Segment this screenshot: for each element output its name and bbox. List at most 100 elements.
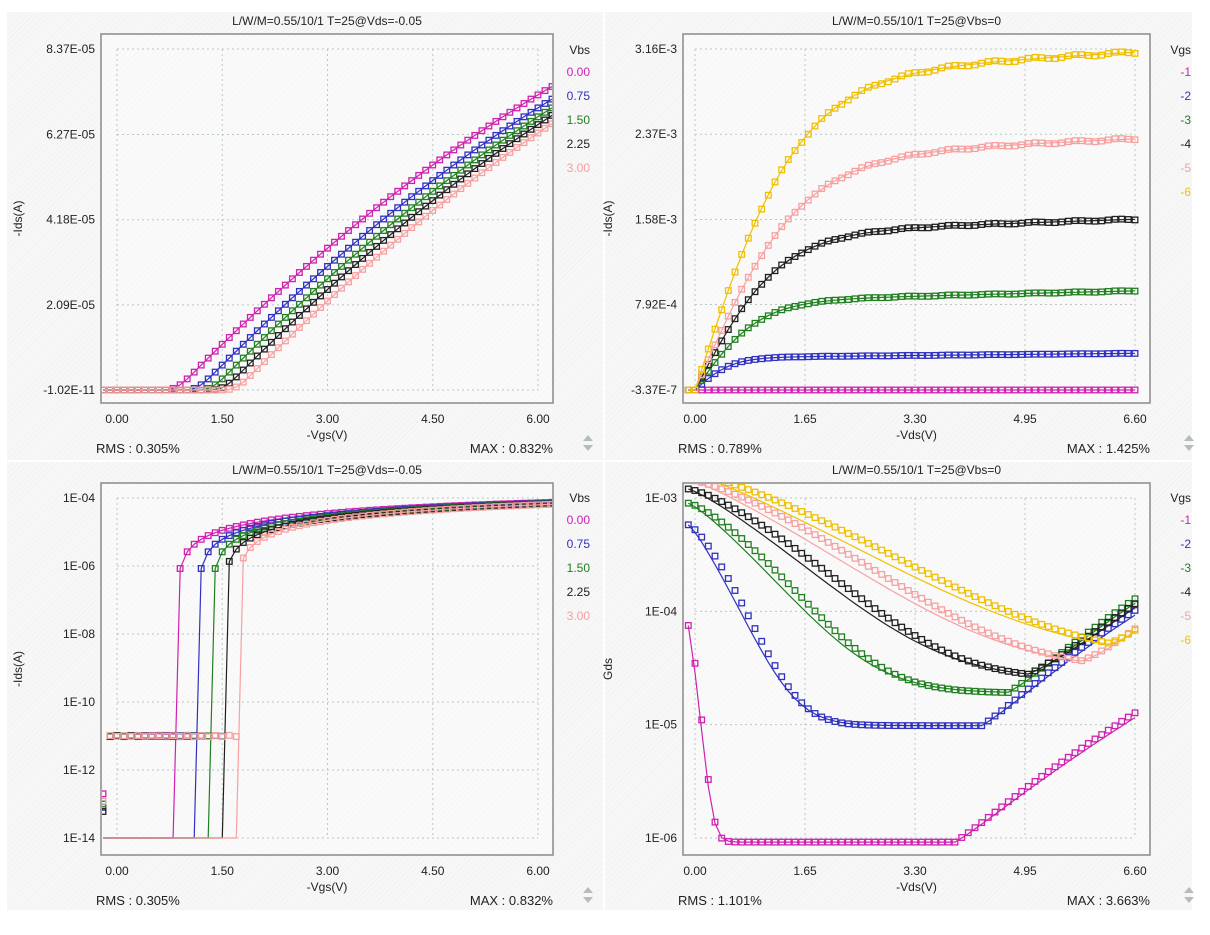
data-point (541, 124, 549, 132)
data-point (520, 501, 528, 509)
data-point (267, 526, 275, 534)
data-point (764, 241, 772, 249)
data-point (764, 650, 772, 658)
data-point (871, 659, 879, 667)
x-tick-label: 0.00 (105, 864, 129, 878)
data-point (844, 233, 852, 241)
data-point (778, 223, 786, 231)
data-point (984, 290, 992, 298)
data-point (211, 529, 219, 537)
data-point (387, 241, 395, 249)
data-point (704, 386, 712, 394)
data-point (918, 722, 926, 730)
data-point (331, 515, 338, 523)
data-point (804, 246, 812, 254)
x-axis-label: -Vgs(V) (307, 428, 348, 442)
data-point (541, 116, 549, 124)
data-point (345, 278, 352, 286)
data-point (457, 141, 465, 149)
data-point (951, 686, 959, 694)
data-point (898, 583, 906, 590)
data-point (338, 232, 345, 240)
scroll-up-arrow-icon[interactable] (1184, 887, 1194, 893)
data-point (1111, 609, 1119, 617)
data-point (944, 649, 952, 657)
data-point (724, 326, 732, 333)
data-point (924, 682, 932, 689)
data-point (1058, 758, 1066, 766)
data-point (1131, 595, 1139, 603)
data-point (1091, 288, 1099, 296)
scroll-up-arrow-icon[interactable] (583, 435, 593, 441)
data-point (520, 113, 528, 121)
data-point (331, 269, 338, 276)
data-point (864, 83, 872, 91)
data-point (1104, 350, 1112, 358)
data-point (1044, 219, 1052, 226)
data-point (851, 533, 859, 541)
data-point (148, 386, 156, 394)
y-tick-label: 1E-03 (645, 491, 677, 505)
data-point (239, 320, 247, 328)
data-point (1004, 701, 1012, 709)
data-point (831, 386, 839, 394)
data-point (1078, 288, 1086, 296)
data-point (738, 599, 746, 607)
data-point (744, 356, 752, 364)
scroll-down-arrow-icon[interactable] (583, 897, 593, 903)
data-point (738, 305, 746, 313)
max-value: MAX : 3.663% (1067, 893, 1151, 908)
data-point (1111, 722, 1119, 730)
data-point (288, 275, 296, 283)
data-point (232, 545, 240, 553)
data-point (951, 652, 959, 660)
data-point (751, 499, 759, 507)
data-point (691, 659, 699, 667)
data-point (1038, 289, 1046, 297)
data-point (884, 386, 892, 394)
data-point (1098, 731, 1106, 739)
data-point (1098, 638, 1106, 646)
data-point (851, 720, 859, 728)
data-point (1031, 289, 1039, 297)
y-tick-label: 4.18E-05 (46, 213, 95, 227)
data-point (253, 526, 261, 534)
data-point (457, 185, 465, 193)
data-point (898, 225, 906, 233)
data-point (924, 292, 932, 300)
data-point (704, 491, 712, 499)
data-point (838, 234, 846, 242)
scroll-up-arrow-icon[interactable] (583, 887, 593, 893)
data-point (162, 732, 170, 740)
data-point (246, 313, 254, 321)
data-point (1098, 386, 1106, 394)
data-point (731, 529, 739, 537)
data-point (706, 474, 712, 480)
data-point (884, 549, 892, 557)
data-point (1091, 52, 1099, 60)
x-tick-label: 6.60 (1123, 412, 1147, 426)
data-point (1024, 670, 1032, 678)
data-point (1104, 614, 1112, 621)
data-point (758, 386, 766, 394)
data-point (204, 532, 212, 540)
data-point (898, 722, 906, 730)
x-axis-label: -Vds(V) (896, 880, 937, 894)
scroll-down-arrow-icon[interactable] (1184, 897, 1194, 903)
data-point (267, 338, 275, 346)
data-point (317, 518, 324, 526)
data-point (991, 141, 999, 149)
data-point (394, 225, 402, 233)
y-axis-label: Gds (601, 658, 615, 680)
data-point (818, 185, 826, 192)
scroll-down-arrow-icon[interactable] (1184, 445, 1194, 451)
data-point (764, 273, 772, 281)
data-point (838, 100, 846, 108)
data-point (924, 386, 932, 394)
scroll-up-arrow-icon[interactable] (1184, 435, 1194, 441)
data-point (711, 552, 719, 560)
data-point (758, 521, 766, 529)
data-point (134, 732, 142, 740)
data-point (858, 294, 866, 302)
scroll-down-arrow-icon[interactable] (583, 445, 593, 451)
